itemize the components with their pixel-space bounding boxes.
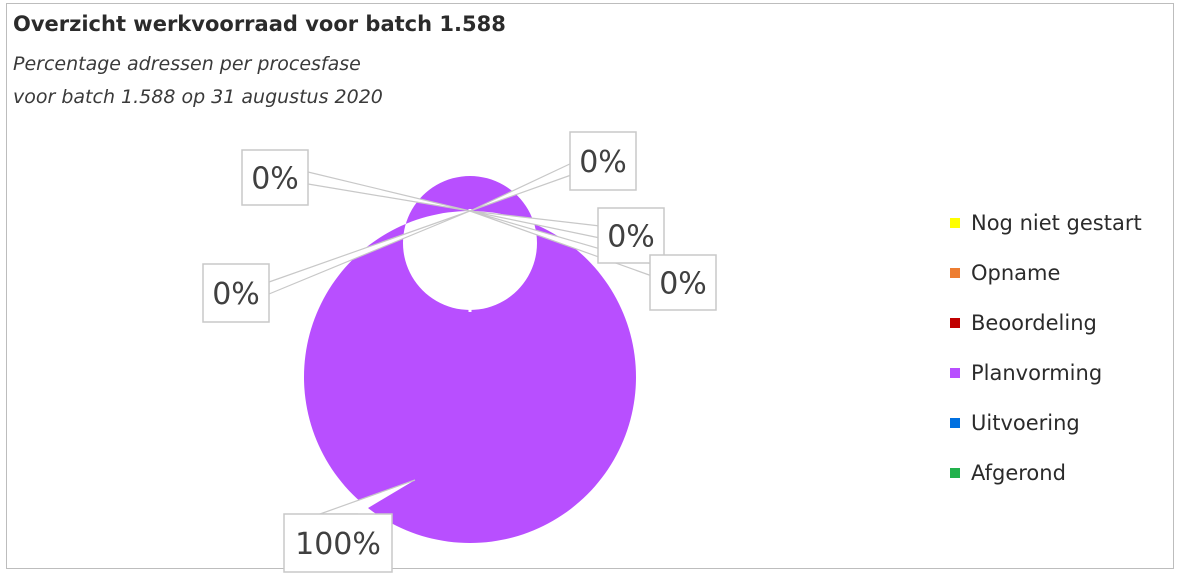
data-label: 0% <box>251 162 299 197</box>
data-label-box <box>649 254 717 311</box>
legend-item-afgerond[interactable]: Afgerond <box>950 458 1066 488</box>
legend-item-uitvoering[interactable]: Uitvoering <box>950 408 1080 438</box>
legend-label: Uitvoering <box>971 411 1080 435</box>
legend-label: Opname <box>971 261 1061 285</box>
data-label: 100% <box>295 527 381 562</box>
data-label-box <box>241 149 309 206</box>
legend-item-nog-niet-gestart[interactable]: Nog niet gestart <box>950 208 1142 238</box>
legend-item-opname[interactable]: Opname <box>950 258 1060 288</box>
data-label-box <box>202 263 270 323</box>
data-label-box <box>569 131 637 191</box>
data-label: 0% <box>212 277 260 312</box>
subtitle-line-1: Percentage adressen per procesfase <box>13 53 361 75</box>
legend-label: Beoordeling <box>971 311 1097 335</box>
legend-swatch <box>950 468 960 478</box>
data-label-box <box>283 513 393 573</box>
legend-label: Planvorming <box>971 361 1103 385</box>
legend-swatch <box>950 268 960 278</box>
subtitle-line-2: voor batch 1.588 op 31 augustus 2020 <box>13 86 383 108</box>
chart-subtitle: Percentage adressen per procesfase voor … <box>13 48 383 114</box>
legend-item-beoordeling[interactable]: Beoordeling <box>950 308 1097 338</box>
legend-swatch <box>950 418 960 428</box>
data-label: 0% <box>579 145 627 180</box>
data-label: 0% <box>607 220 655 255</box>
slice-planvorming[interactable] <box>303 175 636 543</box>
data-label: 0% <box>659 267 707 302</box>
legend-label: Afgerond <box>971 461 1066 485</box>
legend-label: Nog niet gestart <box>971 211 1142 235</box>
legend-item-planvorming[interactable]: Planvorming <box>950 358 1102 388</box>
legend-swatch <box>950 368 960 378</box>
chart-title: Overzicht werkvoorraad voor batch 1.588 <box>13 12 506 36</box>
legend-swatch <box>950 318 960 328</box>
legend-swatch <box>950 218 960 228</box>
data-label-box <box>597 207 665 264</box>
